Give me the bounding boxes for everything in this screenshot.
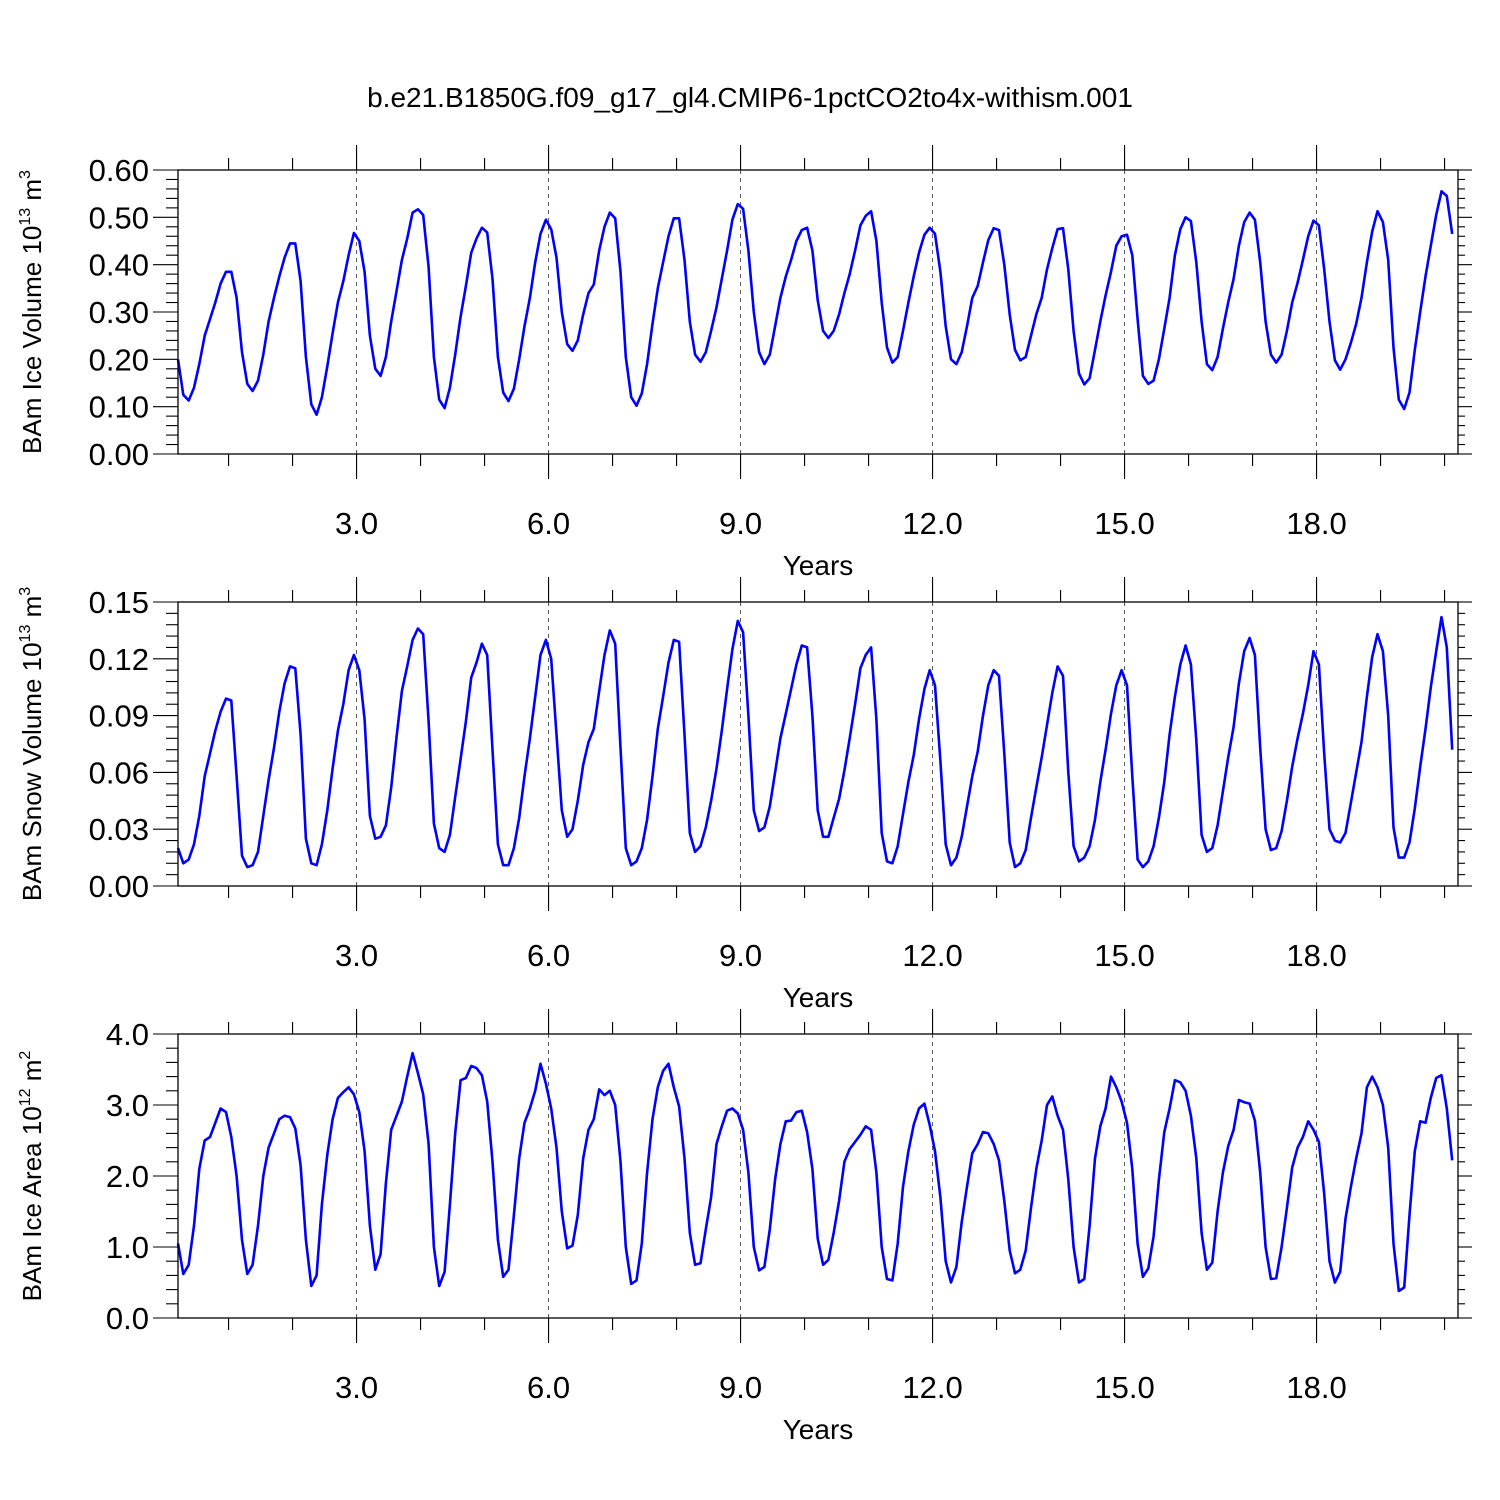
y-axis-label-unit-exponent: 2 (17, 1051, 34, 1060)
y-tick-label: 0.00 (89, 437, 149, 472)
x-tick-label: 6.0 (527, 506, 570, 541)
y-tick-label: 4.0 (106, 1017, 149, 1052)
y-axis-label-exponent: 13 (17, 625, 34, 643)
y-tick-label: 0.40 (89, 248, 149, 283)
y-axis-label: BAm Ice Volume 1013 m3 (17, 170, 47, 454)
x-axis-label: Years (783, 982, 854, 1013)
y-tick-label: 0.12 (89, 642, 149, 677)
y-tick-label: 0.06 (89, 755, 149, 790)
x-tick-label: 3.0 (335, 1370, 378, 1405)
y-axis-label: BAm Ice Area 1012 m2 (17, 1051, 47, 1302)
x-axis-label: Years (783, 550, 854, 581)
x-tick-label: 3.0 (335, 938, 378, 973)
plot-frame (177, 1033, 1459, 1319)
y-axis-label-unit: m (17, 1060, 47, 1089)
y-tick-label: 0.10 (89, 390, 149, 425)
y-axis-label-exponent: 12 (17, 1088, 34, 1106)
y-axis-label-text: BAm Ice Area 10 (17, 1106, 47, 1301)
x-tick-label: 12.0 (902, 938, 962, 973)
y-axis-label-unit-exponent: 3 (17, 170, 34, 179)
y-axis-label-unit: m (17, 179, 47, 208)
chart-title: b.e21.B1850G.f09_g17_gl4.CMIP6-1pctCO2to… (367, 82, 1133, 113)
y-axis-label-text: BAm Snow Volume 10 (17, 642, 47, 901)
series-line (176, 190, 1454, 417)
x-tick-label: 6.0 (527, 1370, 570, 1405)
x-tick-label: 9.0 (719, 1370, 762, 1405)
chart-panel-2: 0.00 0.03 0.06 0.09 0.12 0.15 3.0 6.0 9.0 12.0 15.… (17, 577, 1472, 1013)
y-tick-label: 0.03 (89, 812, 149, 847)
y-axis-label: BAm Snow Volume 1013 m3 (17, 587, 47, 901)
series-line (176, 615, 1454, 869)
y-tick-label: 0.09 (89, 699, 149, 734)
x-tick-label: 18.0 (1286, 938, 1346, 973)
y-axis-label-unit: m (17, 596, 47, 625)
y-axis-label-text: BAm Ice Volume 10 (17, 226, 47, 454)
y-tick-label: 0.0 (106, 1301, 149, 1336)
y-tick-label: 0.15 (89, 585, 149, 620)
x-tick-label: 9.0 (719, 506, 762, 541)
y-tick-label: 0.50 (89, 200, 149, 235)
x-axis-label: Years (783, 1414, 854, 1445)
x-tick-label: 12.0 (902, 506, 962, 541)
chart-panel-3: 0.0 1.0 2.0 3.0 4.0 3.0 6.0 9.0 12.0 15.0 18.0 Year… (17, 1009, 1472, 1445)
series-line (176, 1051, 1454, 1293)
x-tick-label: 12.0 (902, 1370, 962, 1405)
plot-frame (177, 601, 1459, 887)
y-axis-label-unit-exponent: 3 (17, 587, 34, 596)
chart-panel-1: 0.00 0.10 0.20 0.30 0.40 0.50 0.60 3.0 6.0 9.0 12.… (17, 145, 1472, 581)
y-tick-label: 2.0 (106, 1159, 149, 1194)
x-tick-label: 3.0 (335, 506, 378, 541)
x-tick-label: 6.0 (527, 938, 570, 973)
x-tick-label: 18.0 (1286, 1370, 1346, 1405)
y-tick-label: 0.60 (89, 153, 149, 188)
x-tick-label: 15.0 (1094, 1370, 1154, 1405)
y-tick-label: 0.20 (89, 342, 149, 377)
y-tick-label: 0.00 (89, 869, 149, 904)
x-tick-label: 18.0 (1286, 506, 1346, 541)
x-tick-label: 9.0 (719, 938, 762, 973)
y-tick-label: 0.30 (89, 295, 149, 330)
panels: 0.00 0.10 0.20 0.30 0.40 0.50 0.60 3.0 6.0 9.0 12.… (17, 145, 1472, 1445)
y-tick-label: 1.0 (106, 1230, 149, 1265)
y-tick-label: 3.0 (106, 1088, 149, 1123)
y-axis-label-exponent: 13 (17, 208, 34, 226)
x-tick-label: 15.0 (1094, 938, 1154, 973)
x-tick-label: 15.0 (1094, 506, 1154, 541)
